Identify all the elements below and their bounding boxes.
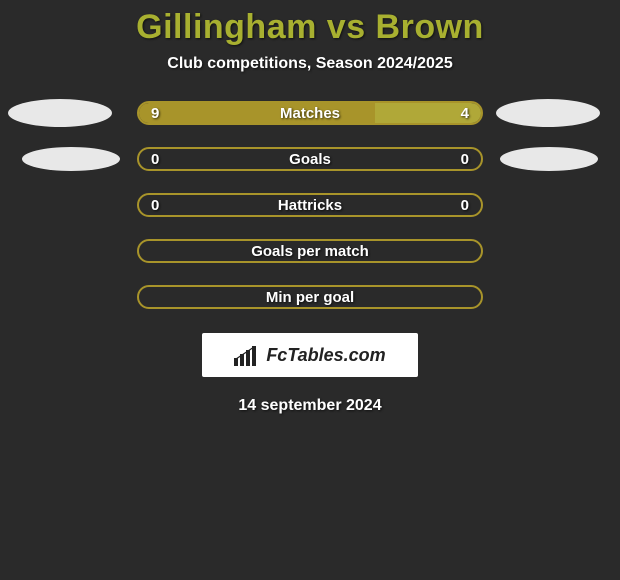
metric-label: Hattricks [278, 197, 342, 214]
left-value: 9 [151, 105, 159, 122]
source-logo: FcTables.com [202, 333, 418, 377]
left-value: 0 [151, 197, 159, 214]
bar-track: Goals per match [137, 239, 483, 263]
comparison-row: Min per goal [0, 285, 620, 309]
left-team-marker [22, 147, 120, 171]
stats-card: Gillingham vs Brown Club competitions, S… [0, 0, 620, 415]
source-logo-text: FcTables.com [266, 345, 385, 366]
bar-track: 9 4 Matches [137, 101, 483, 125]
bar-track: Min per goal [137, 285, 483, 309]
bars-icon [234, 344, 260, 366]
right-team-marker [496, 99, 600, 127]
right-value: 4 [461, 105, 469, 122]
metric-label: Goals per match [251, 243, 369, 260]
page-title: Gillingham vs Brown [136, 8, 484, 47]
left-team-marker [8, 99, 112, 127]
metric-label: Goals [289, 151, 331, 168]
page-subtitle: Club competitions, Season 2024/2025 [167, 55, 452, 73]
bar-track: 0 0 Hattricks [137, 193, 483, 217]
comparison-row: 0 0 Hattricks [0, 193, 620, 217]
right-value: 0 [461, 197, 469, 214]
comparison-rows: 9 4 Matches 0 0 Goals 0 0 Hattricks Goals per mat… [0, 101, 620, 309]
footer-date: 14 september 2024 [238, 397, 381, 415]
metric-label: Matches [280, 105, 340, 122]
comparison-row: 0 0 Goals [0, 147, 620, 171]
bar-track: 0 0 Goals [137, 147, 483, 171]
right-team-marker [500, 147, 598, 171]
right-value: 0 [461, 151, 469, 168]
comparison-row: Goals per match [0, 239, 620, 263]
metric-label: Min per goal [266, 289, 354, 306]
comparison-row: 9 4 Matches [0, 101, 620, 125]
left-value: 0 [151, 151, 159, 168]
